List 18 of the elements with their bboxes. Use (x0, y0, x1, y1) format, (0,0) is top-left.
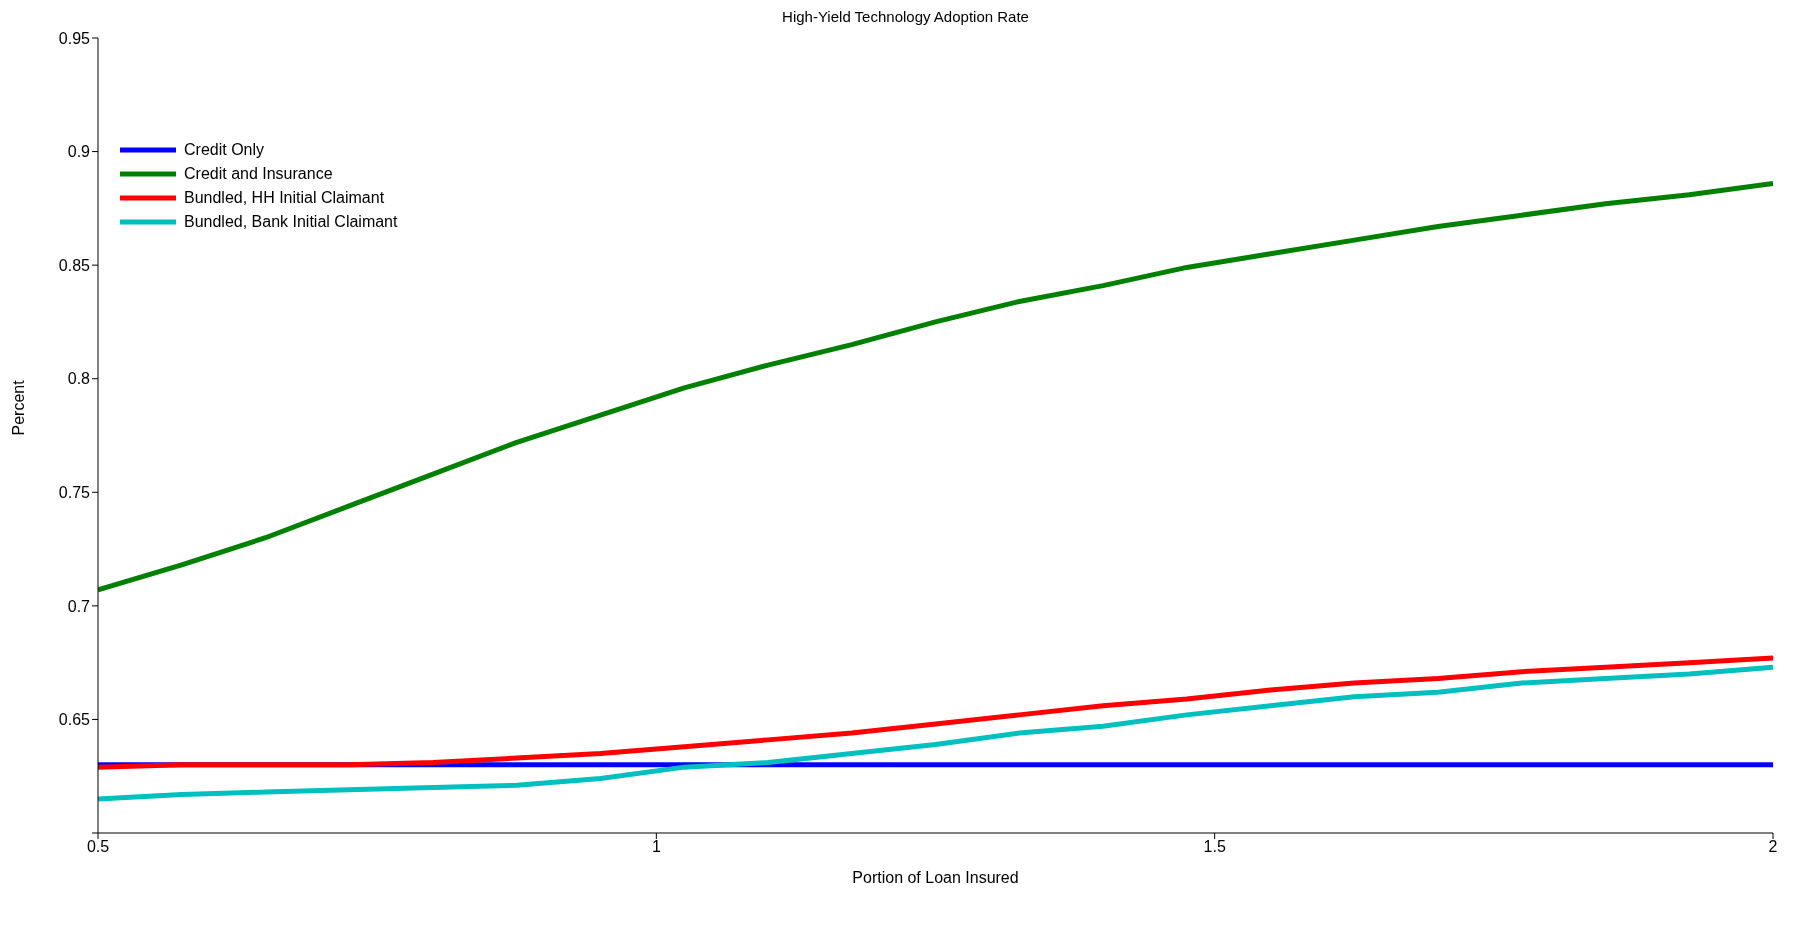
y-tick-label: 0.95 (58, 29, 91, 47)
x-tick-label: 2 (1768, 838, 1778, 856)
chart-title: High-Yield Technology Adoption Rate (781, 8, 1030, 27)
legend-label: Bundled, Bank Initial Claimant (184, 212, 398, 232)
x-tick-label: 0.5 (86, 838, 110, 856)
y-tick-label: 0.65 (58, 711, 91, 729)
y-tick-label: 0.85 (58, 256, 91, 274)
x-tick-label: 1 (651, 838, 661, 856)
legend-label: Bundled, HH Initial Claimant (184, 188, 385, 208)
legend-label: Credit Only (184, 140, 265, 160)
y-tick-label: 0.7 (67, 597, 91, 615)
y-tick-label: 0.8 (67, 370, 91, 388)
legend-label: Credit and Insurance (184, 164, 333, 184)
y-axis-title: Percent (9, 379, 27, 436)
x-tick-label: 1.5 (1203, 838, 1226, 856)
y-tick-label: 0.9 (67, 143, 91, 161)
y-tick-label: 0.75 (58, 483, 91, 501)
x-axis-title: Portion of Loan Insured (852, 869, 1019, 886)
